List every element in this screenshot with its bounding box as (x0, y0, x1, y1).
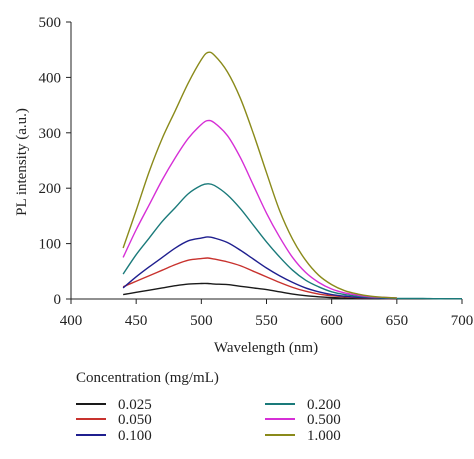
x-tick-label: 650 (386, 313, 409, 329)
legend-label: 0.500 (307, 412, 341, 428)
y-tick-label: 400 (39, 70, 62, 86)
plot-area (70, 22, 462, 300)
y-axis-label: PL intensity (a.u.) (14, 108, 30, 216)
x-axis-ticks: 400 450 500 550 600 650 700 (60, 299, 474, 329)
legend-label: 0.050 (118, 412, 152, 428)
y-tick-label: 100 (39, 237, 62, 253)
x-tick-label: 600 (320, 313, 343, 329)
x-tick-label: 500 (190, 313, 213, 329)
series-line-0.200 (122, 183, 462, 300)
y-tick-label: 0 (54, 292, 62, 308)
y-tick-label: 200 (39, 181, 62, 197)
x-tick-label: 700 (451, 313, 474, 329)
legend-label: 1.000 (307, 428, 341, 444)
series-line-0.025 (123, 282, 397, 300)
series-line-1.000 (122, 51, 397, 299)
y-tick-label: 500 (39, 15, 62, 31)
x-tick-label: 550 (255, 313, 278, 329)
x-axis-label: Wavelength (nm) (214, 340, 318, 356)
legend-title: Concentration (mg/mL) (76, 370, 219, 386)
x-tick-label: 450 (125, 313, 148, 329)
series-line-0.100 (122, 236, 397, 300)
legend-label: 0.100 (118, 428, 152, 444)
legend-label: 0.025 (118, 397, 152, 413)
series-lines (122, 51, 462, 300)
series-line-0.500 (122, 119, 397, 299)
y-axis-ticks: 0 100 200 300 400 500 (39, 15, 71, 308)
y-tick-label: 300 (39, 126, 62, 142)
legend-label: 0.200 (307, 397, 341, 413)
x-tick-label: 400 (60, 313, 83, 329)
